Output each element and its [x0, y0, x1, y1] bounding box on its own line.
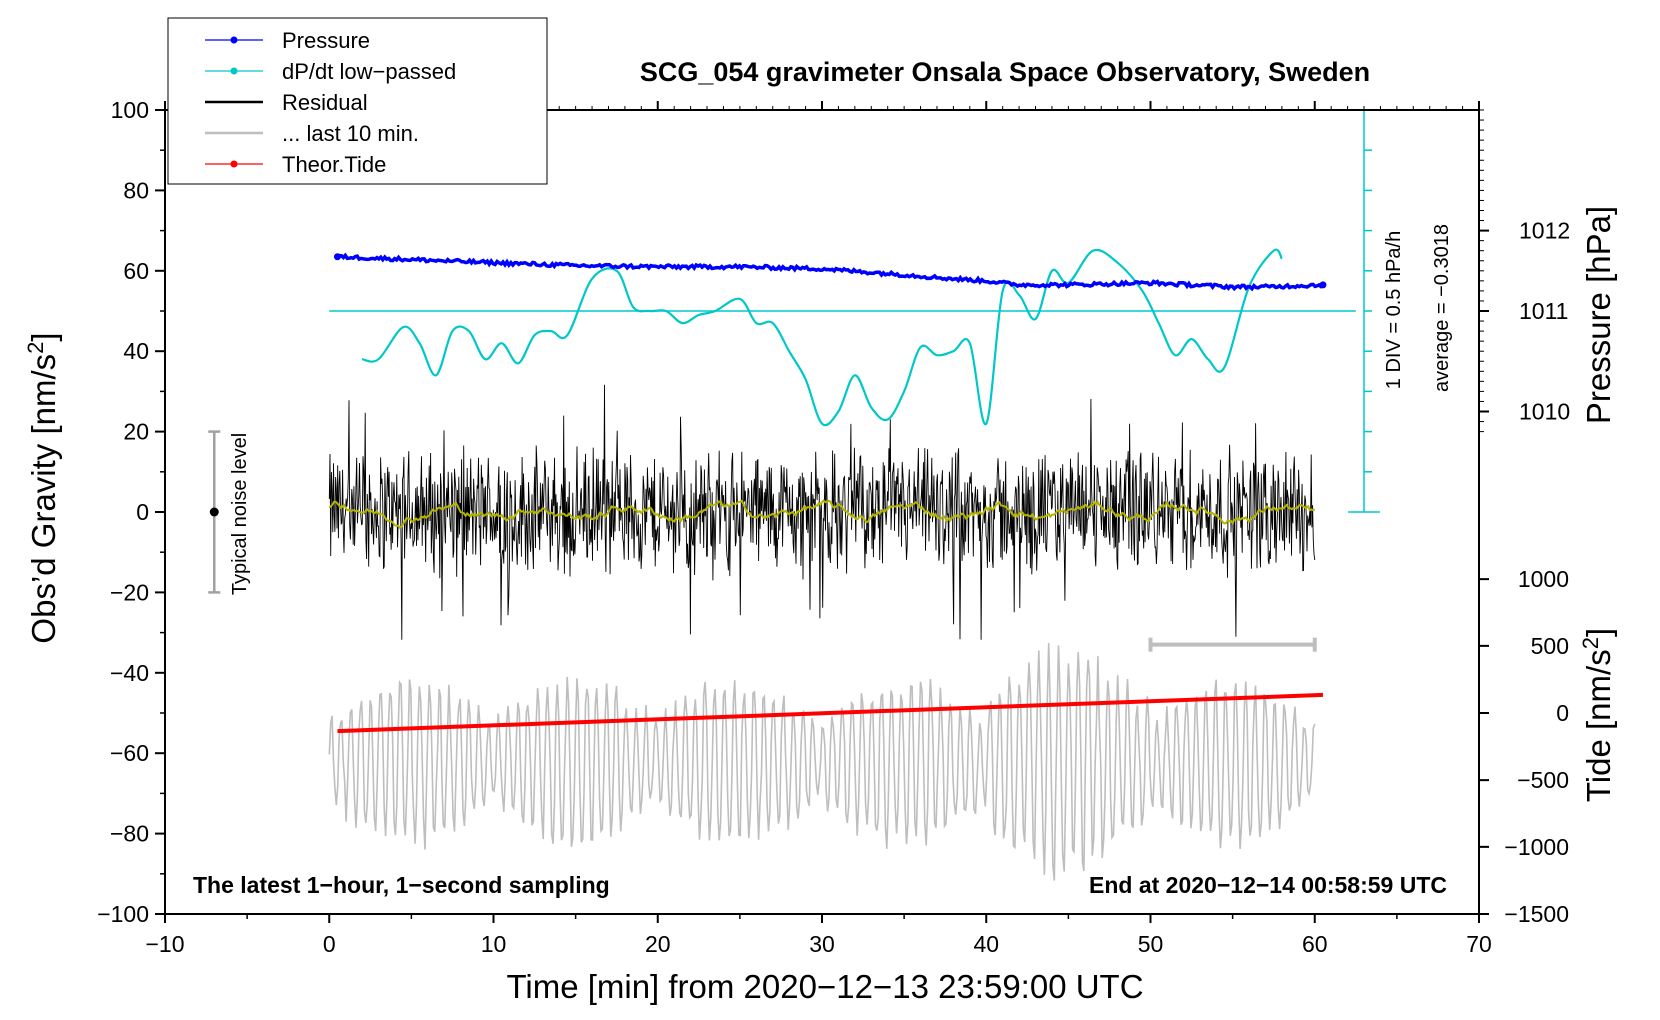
legend: Pressure dP/dt low−passed Residual ... last… [167, 17, 548, 185]
x-tick-label: 0 [323, 931, 336, 957]
y-tick-label: 40 [123, 338, 149, 364]
note-latest-hour: The latest 1−hour, 1−second sampling [193, 872, 610, 898]
chart-title: SCG_054 gravimeter Onsala Space Observat… [640, 57, 1370, 87]
y-tick-label: −20 [110, 579, 149, 605]
x-axis-title: Time [min] from 2020−12−13 23:59:00 UTC [506, 968, 1143, 1005]
legend-label: dP/dt low−passed [282, 59, 456, 84]
legend-marker [230, 160, 238, 168]
x-tick-label: 10 [481, 931, 507, 957]
x-tick-label: 50 [1138, 931, 1164, 957]
legend-label: Residual [282, 90, 368, 115]
legend-item: Theor.Tide [205, 152, 386, 177]
x-tick-label: 30 [809, 931, 835, 957]
tide-tick-label: 500 [1531, 633, 1569, 659]
y-tick-label: −100 [97, 901, 149, 927]
theor-tide-series [337, 692, 1324, 734]
x-tick-label: −10 [145, 931, 184, 957]
pressure-tick-label: 1011 [1519, 298, 1568, 324]
y-tick-label: −60 [110, 740, 149, 766]
tide-tick-label: 1000 [1518, 566, 1569, 592]
x-tick-label: 40 [973, 931, 999, 957]
noise-level-label: Typical noise level [229, 433, 251, 595]
note-end-time: End at 2020−12−14 00:58:59 UTC [1089, 872, 1447, 898]
tide-tick-label: −1000 [1504, 834, 1569, 860]
y-tick-label: −80 [110, 821, 149, 847]
tide-tick-label: 0 [1556, 700, 1569, 726]
tide-tick-label: −500 [1517, 767, 1569, 793]
y-tick-label: 0 [136, 499, 149, 525]
legend-item: ... last 10 min. [205, 121, 419, 146]
legend-label: Theor.Tide [282, 152, 386, 177]
tide-tick-label: −1500 [1504, 901, 1569, 927]
legend-item: dP/dt low−passed [205, 59, 456, 84]
y-tick-label: 80 [123, 177, 149, 203]
pressure-tick-label: 1012 [1519, 218, 1570, 244]
legend-label: ... last 10 min. [282, 121, 419, 146]
pressure-tick-label: 1010 [1519, 399, 1570, 425]
dpdt-scale-div-label: 1 DIV = 0.5 hPa/h [1383, 231, 1405, 389]
y-axis-title-pressure: Pressure [hPa] [1580, 206, 1617, 424]
legend-marker [230, 67, 238, 75]
pressure-start-point [333, 253, 341, 261]
legend-label: Pressure [282, 28, 370, 53]
x-tick-label: 20 [645, 931, 671, 957]
legend-item: Pressure [205, 28, 370, 53]
y-tick-label: 100 [111, 97, 149, 123]
y-tick-label: −40 [110, 660, 149, 686]
x-tick-label: 70 [1466, 931, 1492, 957]
last-10-min-series [328, 643, 1316, 881]
pressure-end-point [1319, 281, 1327, 289]
legend-item: Residual [205, 90, 368, 115]
x-tick-label: 60 [1302, 931, 1328, 957]
y-tick-label: 60 [123, 258, 149, 284]
legend-marker [230, 36, 238, 44]
dpdt-scale-average-label: average = −0.3018 [1431, 224, 1453, 392]
residual-smoothed-series [328, 499, 1316, 530]
y-axis-title-tide: Tide [nm/s2] [1578, 628, 1618, 802]
y-axis-title-left: Obs’d Gravity [nm/s2] [23, 332, 63, 643]
pressure-series [336, 252, 1324, 292]
y-tick-label: 20 [123, 419, 149, 445]
noise-level-center-dot [209, 507, 219, 517]
dpdt-series [361, 248, 1283, 427]
